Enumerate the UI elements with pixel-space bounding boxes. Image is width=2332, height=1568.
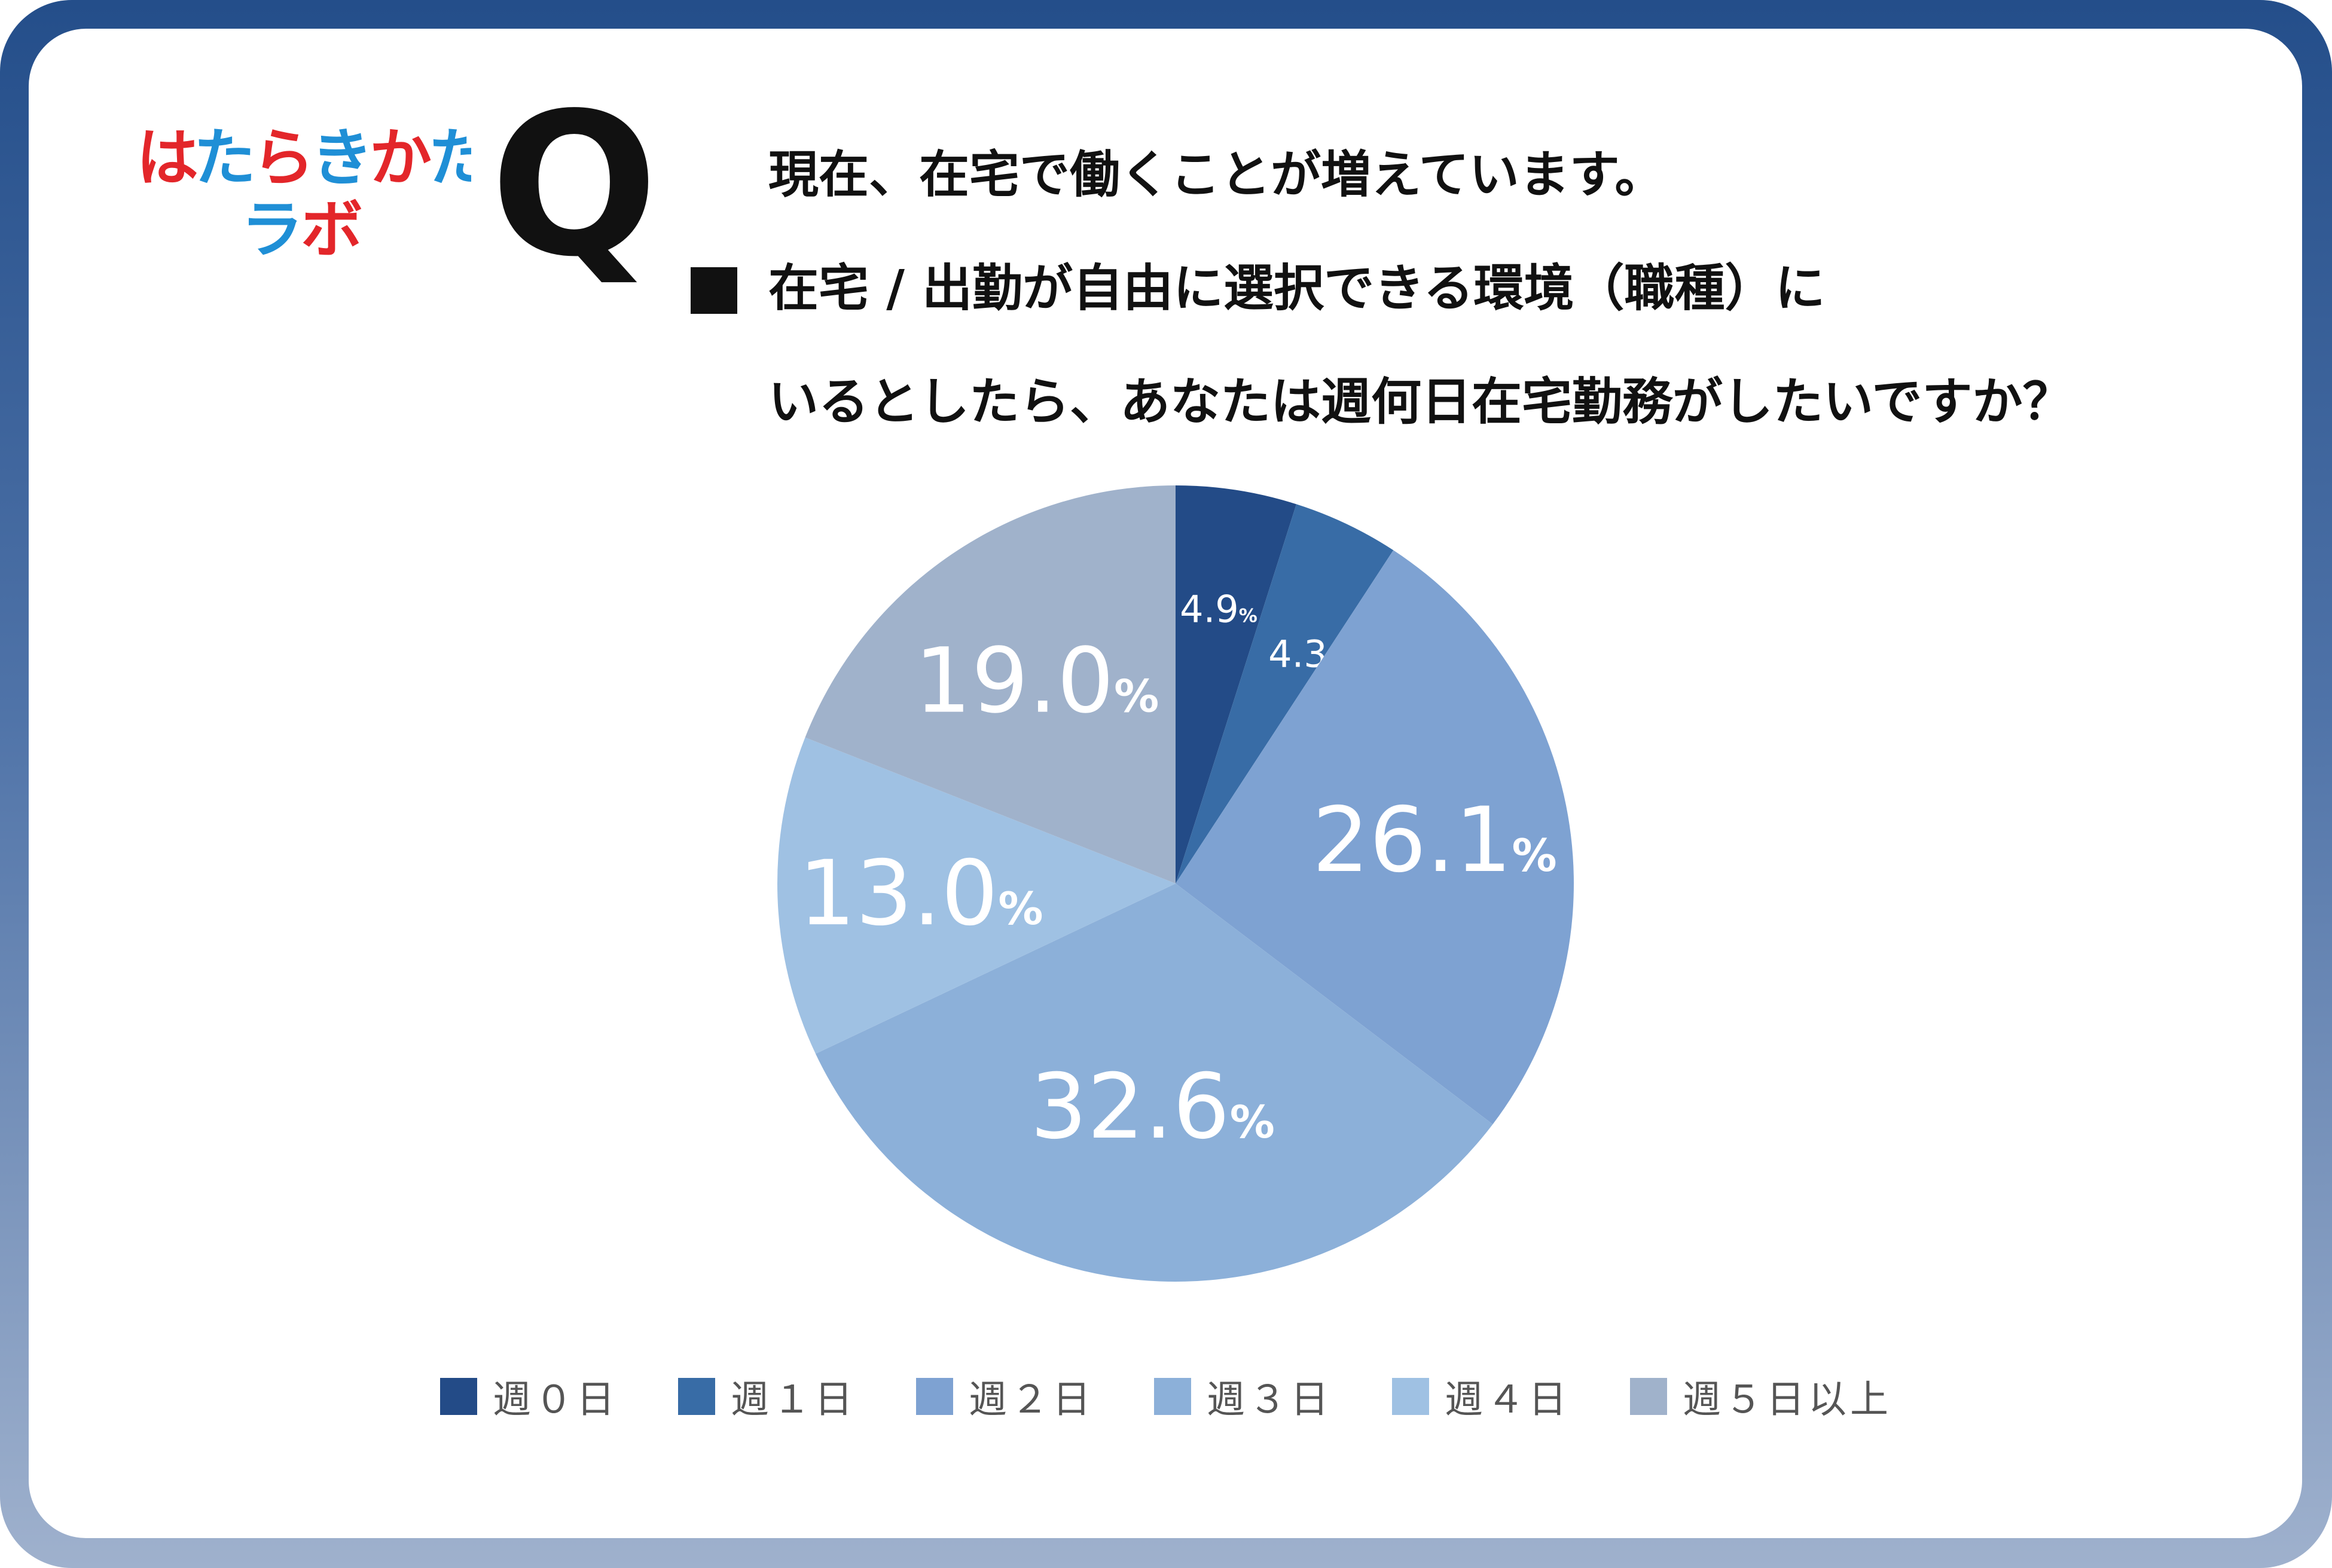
legend-swatch-3 (916, 1378, 953, 1415)
question-line-2: 在宅 / 出勤が自由に選択できる環境（職種）に (768, 259, 1826, 317)
legend-item-1: 週０日 (440, 1369, 618, 1424)
hatarakikata-lab-logo: はたらきかた ラボ (136, 121, 471, 266)
svg-text:ラボ: ラボ (241, 193, 362, 266)
legend-label-6: 週５日以上 (1683, 1378, 1892, 1422)
legend-item-4: 週３日 (1154, 1369, 1332, 1424)
legend-swatch-5 (1392, 1378, 1429, 1415)
pie-slice-4 (815, 884, 1493, 1282)
slice-label-1: 4.9% (1180, 587, 1257, 631)
pie-slice-3 (1176, 550, 1574, 1124)
pie-slice-5 (777, 737, 1176, 1054)
legend-label-4: 週３日 (1207, 1378, 1332, 1422)
legend-item-3: 週２日 (916, 1369, 1094, 1424)
legend-label-5: 週４日 (1445, 1378, 1570, 1422)
legend-label-2: 週１日 (731, 1378, 856, 1422)
legend-swatch-1 (440, 1378, 477, 1415)
legend-swatch-6 (1630, 1378, 1667, 1415)
legend-item-6: 週５日以上 (1630, 1369, 1892, 1424)
legend-swatch-2 (678, 1378, 715, 1415)
legend-label-1: 週０日 (493, 1378, 618, 1422)
question-mark-q: Q (490, 71, 658, 300)
question-bullet (691, 267, 737, 314)
slice-label-4: 32.6% (1030, 1055, 1275, 1159)
svg-text:はたらきかた: はたらきかた (136, 121, 471, 194)
chart-legend: 週０日 週１日 週２日 週３日 週４日 週５日以上 (0, 1369, 2332, 1424)
question-line-3: いるとしたら、あなたは週何日在宅勤務がしたいですか？ (768, 372, 2073, 431)
legend-swatch-4 (1154, 1378, 1191, 1415)
pie-slice-2 (1176, 504, 1394, 884)
pie-slice-1 (1176, 485, 1297, 884)
legend-item-5: 週４日 (1392, 1369, 1570, 1424)
slice-label-5: 13.0% (798, 842, 1043, 946)
slice-label-3: 26.1% (1312, 788, 1557, 892)
pie-slice-6 (805, 485, 1176, 884)
question-text: 現在、在宅で働くことが増えています。 在宅 / 出勤が自由に選択できる環境（職種… (768, 149, 2251, 490)
slice-label-6: 19.0% (914, 629, 1159, 733)
legend-label-3: 週２日 (969, 1378, 1094, 1422)
legend-item-2: 週１日 (678, 1369, 856, 1424)
question-line-1: 現在、在宅で働くことが増えています。 (768, 145, 1665, 204)
